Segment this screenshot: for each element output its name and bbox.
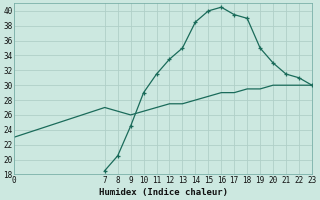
X-axis label: Humidex (Indice chaleur): Humidex (Indice chaleur) (99, 188, 228, 197)
